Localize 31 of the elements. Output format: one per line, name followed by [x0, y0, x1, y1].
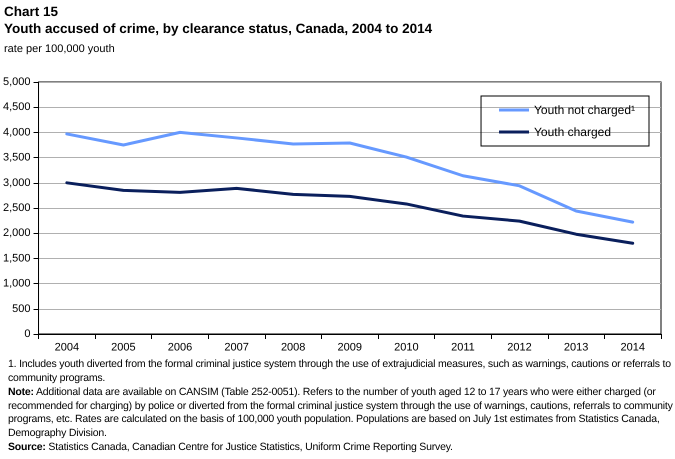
- x-tick-label: 2013: [564, 342, 588, 354]
- x-tick-label: 2006: [168, 342, 192, 354]
- y-tick-label: 4,000: [2, 126, 31, 138]
- y-tick-label: 500: [12, 302, 31, 315]
- y-tick-label: 5,000: [2, 76, 31, 88]
- text: Note: Additional data are available on CANSIM (Table 252-0051). Refers to the number of youth aged 12 to 17 years who were either charged (or recommended for charging) by police or diverted from the formal criminal justice system through the use of warnings, cautions, referrals to community programs, etc. Rates are calculated on the basis of 100,000 youth population. Populations are based on July 1st estimates from Statistics Canada, Demography Division.: [8, 386, 673, 440]
- x-tick-label: 2005: [111, 342, 136, 354]
- legend-label: Youth charged: [534, 125, 611, 139]
- x-tick-label: 2009: [338, 342, 362, 354]
- chart-subtitle: Youth accused of crime, by clearance status, Canada, 2004 to 2014: [4, 20, 432, 37]
- x-tick-label: 2010: [394, 342, 419, 354]
- y-tick-label: 0: [24, 328, 31, 340]
- x-tick-label: 2012: [507, 342, 532, 354]
- x-tick-label: 2014: [620, 342, 645, 354]
- y-tick-label: 1,000: [2, 278, 31, 290]
- x-tick-label: 2008: [280, 342, 306, 354]
- y-tick-label: 2,500: [2, 202, 31, 214]
- source-note: Source: Statistics Canada, Canadian Centre for Justice Statistics, Uniform Crime Reporting Survey.: [8, 441, 454, 454]
- x-tick-label: 2004: [54, 342, 80, 354]
- legend-label: Youth not charged¹: [534, 103, 636, 117]
- text: 1. Includes youth diverted from the formal criminal justice system through the use of extrajudicial measures, such as warnings, cautions or referrals to community programs.: [8, 358, 672, 385]
- y-tick-label: 3,000: [2, 176, 31, 189]
- y-tick-label: 1,500: [2, 252, 31, 264]
- x-tick-label: 2011: [451, 342, 475, 354]
- y-tick-label: 4,500: [2, 101, 31, 114]
- chart-title: Chart 15: [4, 3, 60, 20]
- y-axis-title: rate per 100,000 youth: [4, 43, 116, 55]
- y-tick-label: 3,500: [2, 152, 31, 164]
- y-tick-label: 2,000: [2, 227, 31, 240]
- x-tick-label: 2007: [224, 342, 249, 354]
- line-series: [65, 181, 634, 245]
